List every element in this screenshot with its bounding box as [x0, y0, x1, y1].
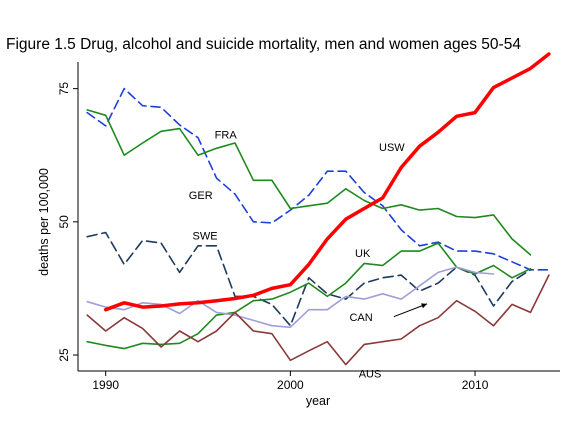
x-tick-label-1990: 1990	[92, 378, 119, 392]
y-tick-label-75: 75	[57, 82, 71, 96]
series-line-fra	[86, 87, 550, 271]
label-swe: SWE	[192, 230, 217, 242]
series-line-can	[86, 266, 495, 329]
label-usw: USW	[379, 142, 405, 154]
chart-title: Figure 1.5 Drug, alcohol and suicide mor…	[6, 36, 521, 53]
series-line-swe	[86, 231, 532, 327]
label-fra: FRA	[215, 130, 238, 142]
y-tick-label-25: 25	[57, 348, 71, 362]
label-uk: UK	[355, 248, 371, 260]
label-aus: AUS	[359, 368, 382, 380]
x-tick-label-2000: 2000	[277, 378, 304, 392]
y-axis-title: deaths per 100,000	[37, 168, 51, 276]
label-can: CAN	[349, 312, 372, 324]
x-tick-label-2010: 2010	[462, 378, 489, 392]
axes: 25 50 75 1990 2000 2010	[57, 62, 560, 392]
series-line-ger	[86, 109, 532, 256]
series-line-aus	[86, 274, 550, 366]
can-arrow-line	[393, 303, 428, 318]
series-line-usw	[103, 52, 551, 312]
x-axis-title: year	[306, 394, 330, 408]
series-lines	[86, 52, 551, 366]
annotations: FRA USW GER SWE UK CAN AUS	[189, 130, 428, 380]
label-ger: GER	[189, 190, 213, 202]
can-arrow-head	[421, 303, 428, 309]
y-tick-label-50: 50	[57, 215, 71, 229]
series-line-uk	[86, 242, 532, 350]
